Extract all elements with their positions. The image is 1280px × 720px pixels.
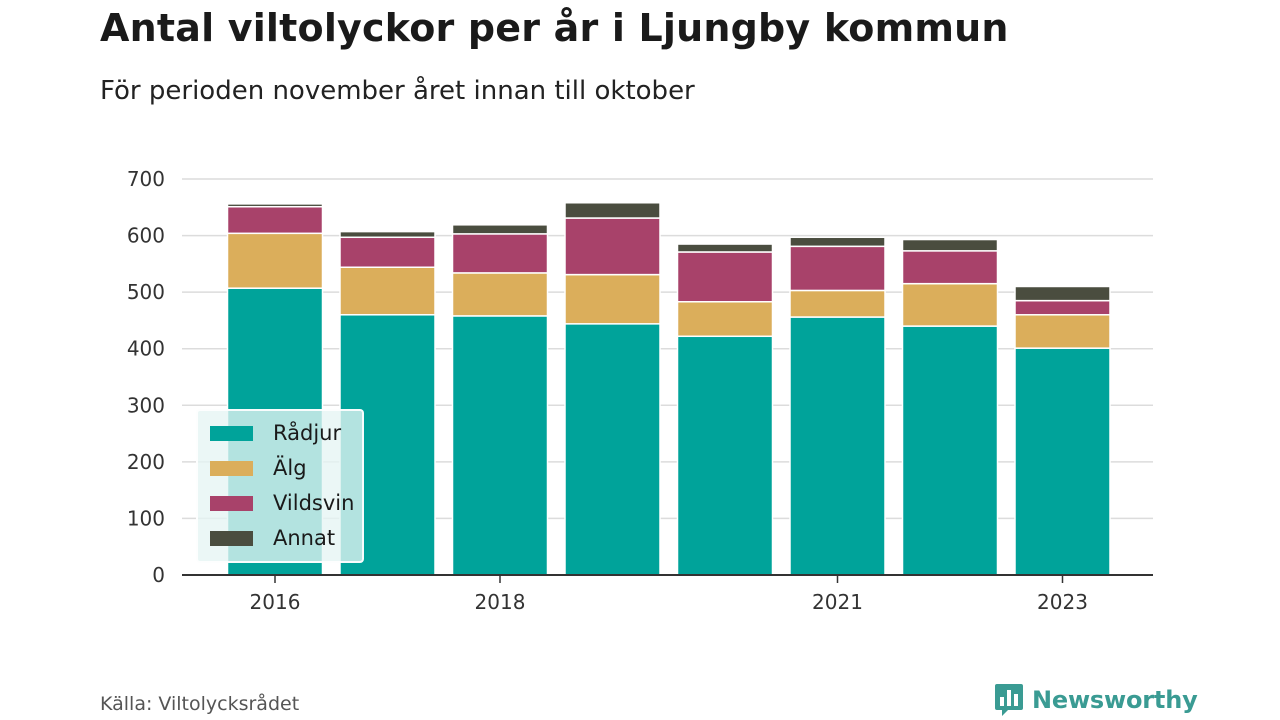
y-tick-label: 0	[152, 563, 165, 587]
bar-segment-älg	[226, 232, 324, 289]
bar-segment-vildsvin	[564, 217, 661, 276]
bar-segment-älg	[901, 282, 999, 327]
y-tick-label: 600	[127, 224, 165, 248]
chart-title: Antal viltolyckor per år i Ljungby kommu…	[100, 6, 1009, 50]
legend-label: Annat	[273, 526, 336, 550]
y-tick-label: 100	[127, 506, 165, 530]
legend-swatch	[210, 425, 253, 441]
y-tick-label: 200	[127, 450, 165, 474]
bar-segment-älg	[676, 301, 774, 338]
bar-segment-vildsvin	[1014, 299, 1111, 316]
bar-segment-vildsvin	[451, 233, 549, 274]
bar-segment-vildsvin	[339, 236, 436, 269]
bar-segment-vildsvin	[789, 245, 886, 292]
legend-item: Annat	[210, 526, 335, 550]
bar-chart-speech-bubble-icon	[995, 684, 1023, 716]
bar-segment-annat	[339, 230, 436, 239]
bar-segment-älg	[451, 272, 549, 317]
bar-segment-annat	[676, 243, 774, 253]
bar-segment-rådjur	[676, 335, 774, 576]
bar-segment-rådjur	[1014, 347, 1111, 576]
bar-segment-rådjur	[564, 323, 661, 576]
bar-segment-älg	[1014, 314, 1111, 349]
bar-segment-annat	[789, 236, 886, 248]
bar-segment-älg	[564, 273, 661, 325]
bar-segment-annat	[564, 202, 661, 219]
legend-swatch	[210, 460, 253, 476]
bar-segment-rådjur	[901, 325, 999, 576]
brand-logo: Newsworthy	[994, 682, 1198, 718]
bar-segment-annat	[451, 224, 549, 235]
bar-segment-vildsvin	[226, 205, 324, 235]
bar-segment-rådjur	[451, 315, 549, 576]
x-tick-label: 2018	[475, 590, 526, 614]
y-tick-label: 500	[127, 280, 165, 304]
x-tick-label: 2016	[250, 590, 301, 614]
legend-label: Älg	[273, 456, 307, 480]
chart-subtitle: För perioden november året innan till ok…	[100, 76, 695, 106]
source-note: Källa: Viltolycksrådet	[100, 693, 300, 715]
legend-label: Rådjur	[273, 421, 342, 445]
bar-segment-älg	[789, 289, 886, 318]
bar-segment-älg	[339, 266, 436, 316]
legend-item: Rådjur	[210, 421, 341, 445]
legend-item: Älg	[210, 456, 307, 480]
brand-name: Newsworthy	[1032, 686, 1198, 714]
legend-swatch	[210, 530, 253, 546]
bar-segment-annat	[1014, 285, 1111, 302]
bar-segment-vildsvin	[901, 250, 999, 285]
bar-segment-annat	[901, 238, 999, 252]
legend-label: Vildsvin	[273, 491, 355, 515]
bar-segment-rådjur	[789, 316, 886, 576]
bar-segment-annat	[226, 203, 324, 208]
x-tick-label: 2021	[812, 590, 863, 614]
legend-swatch	[210, 495, 253, 511]
y-tick-label: 400	[127, 337, 165, 361]
chart-legend: Rådjur Älg Vildsvin Annat	[196, 409, 364, 563]
x-tick-label: 2023	[1037, 590, 1088, 614]
legend-item: Vildsvin	[210, 491, 354, 515]
bar-segment-vildsvin	[676, 251, 774, 303]
y-tick-label: 700	[127, 167, 165, 191]
y-tick-label: 300	[127, 393, 165, 417]
